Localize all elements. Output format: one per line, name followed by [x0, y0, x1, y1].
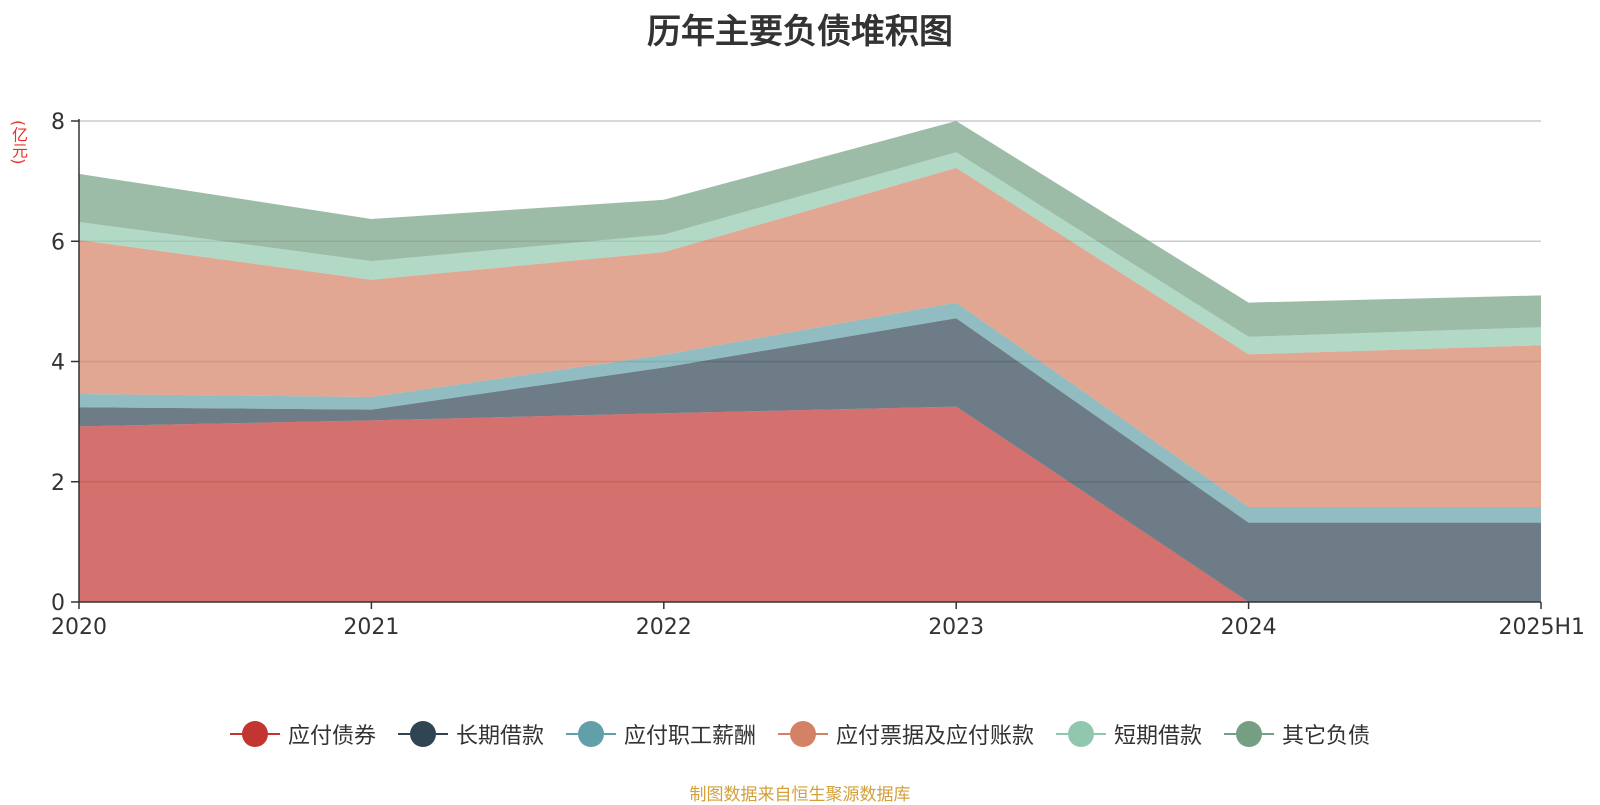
y-axis-unit-label: (亿元) [9, 120, 28, 165]
legend-label: 其它负债 [1282, 724, 1371, 749]
area-series-1 [79, 406, 1541, 602]
y-tick-label: 2 [51, 471, 65, 496]
area-series-6 [79, 121, 1541, 337]
legend-marker-icon [565, 721, 616, 747]
legend-item[interactable]: 短期借款 [1056, 718, 1202, 750]
legend-label: 应付职工薪酬 [623, 724, 756, 749]
legend-item[interactable]: 应付债券 [229, 718, 376, 750]
axes: 0 2 4 6 8 2020 2021 2022 2023 2024 2025H1 [51, 110, 1585, 640]
legend-label: 应付票据及应付账款 [836, 724, 1035, 749]
x-tick-label: 2023 [928, 615, 984, 640]
area-series-4 [79, 167, 1541, 507]
legend-item[interactable]: 应付票据及应付账款 [778, 718, 1034, 750]
chart-title: 历年主要负债堆积图 [647, 12, 953, 52]
legend: 应付债券 长期借款 应付职工薪酬 应付票据及应付账款 短期借款 其它负债 [0, 718, 1600, 750]
legend-label: 长期借款 [455, 724, 544, 749]
x-tick-label: 2022 [636, 615, 692, 640]
legend-marker-icon [397, 721, 448, 747]
area-series-5 [79, 152, 1541, 355]
legend-item[interactable]: 其它负债 [1224, 718, 1370, 750]
legend-item[interactable]: 应付职工薪酬 [565, 718, 756, 750]
area-series [79, 121, 1541, 602]
legend-label: 短期借款 [1114, 724, 1203, 749]
legend-marker-icon [778, 721, 828, 747]
y-tick-label: 4 [51, 351, 65, 376]
x-tick-label: 2021 [343, 615, 399, 640]
x-tick-label: 2025H1 [1498, 615, 1585, 640]
y-tick-label: 0 [51, 591, 65, 616]
data-source-note: 制图数据来自恒生聚源数据库 [689, 785, 911, 805]
y-tick-label: 6 [51, 230, 65, 255]
y-tick-label: 8 [51, 110, 65, 135]
x-tick-label: 2024 [1221, 615, 1277, 640]
x-tick-label: 2020 [51, 615, 107, 640]
area-series-3 [79, 302, 1541, 523]
legend-marker-icon [1056, 721, 1107, 747]
legend-label: 应付债券 [287, 724, 376, 749]
legend-item[interactable]: 长期借款 [397, 718, 544, 750]
area-series-2 [79, 318, 1541, 602]
legend-marker-icon [229, 721, 280, 747]
legend-marker-icon [1224, 721, 1275, 747]
